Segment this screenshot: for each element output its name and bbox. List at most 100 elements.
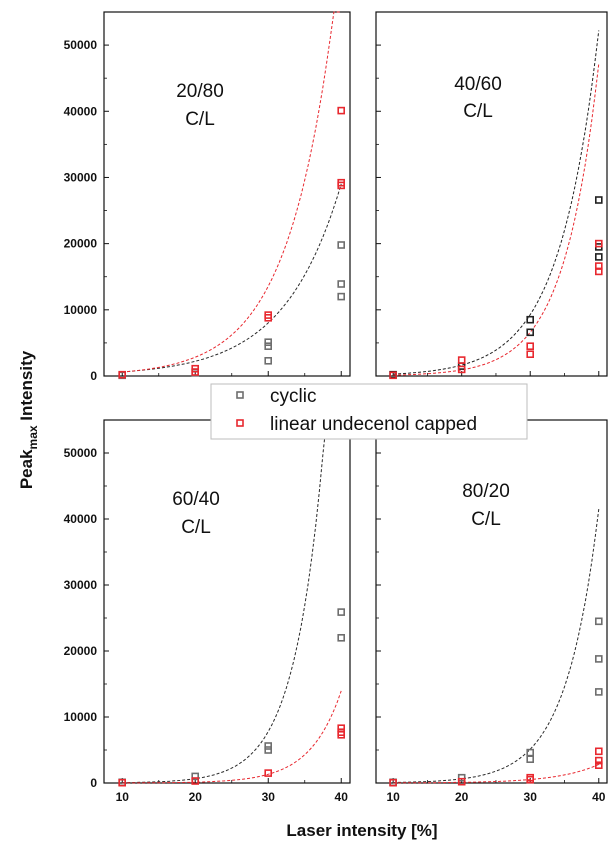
data-point: [337, 292, 346, 301]
panel-frame: [103, 11, 351, 377]
y-axis-title-subscript: max: [26, 425, 40, 449]
x-axis-title: Laser intensity [%]: [286, 821, 437, 840]
panel-label-ratio: 80/20: [462, 481, 510, 502]
data-point: [118, 370, 126, 379]
y-tick-label: 20000: [64, 644, 98, 658]
data-point: [594, 756, 603, 765]
panel-2: 40/60 C/L: [375, 11, 608, 380]
y-tick-label: 10000: [64, 710, 98, 724]
data-point: [457, 365, 466, 374]
panel-label-ratio: 60/40: [172, 489, 220, 510]
data-point: [594, 239, 603, 248]
panel-label-cl: C/L: [185, 109, 215, 130]
fit-curve: [393, 30, 600, 375]
data-point: [457, 777, 466, 786]
data-point: [526, 315, 535, 324]
fit-curve: [122, 419, 342, 784]
data-point: [594, 747, 603, 756]
legend-marker-linear: [236, 419, 244, 427]
y-axis-title-tail: Intensity: [17, 350, 36, 425]
data-point: [191, 777, 199, 785]
x-tick-label: 40: [592, 790, 606, 804]
y-tick-label: 10000: [64, 303, 98, 317]
x-tick-label: 20: [189, 790, 203, 804]
y-axis-title: Peakmax Intensity: [17, 350, 40, 489]
data-point: [594, 253, 603, 261]
data-point: [337, 106, 346, 115]
y-tick-label: 40000: [64, 104, 98, 118]
data-point: [264, 356, 273, 365]
data-point: [337, 728, 346, 737]
data-point: [389, 371, 397, 380]
panel-frame: [375, 419, 608, 784]
y-tick-label: 20000: [64, 237, 98, 251]
data-point: [594, 196, 603, 204]
x-tick-label: 10: [116, 790, 130, 804]
panel-frame: [375, 11, 608, 377]
legend: cyclic linear undecenol capped: [210, 383, 528, 440]
data-point: [594, 655, 603, 663]
fit-curve: [122, 11, 342, 373]
data-point: [337, 178, 346, 187]
fit-curve: [393, 763, 599, 784]
fit-curve: [122, 183, 342, 373]
fit-curve: [393, 63, 600, 376]
data-point: [526, 350, 535, 359]
data-point: [337, 608, 346, 616]
x-tick-label: 30: [262, 790, 276, 804]
data-point: [526, 755, 535, 764]
panel-label-ratio: 20/80: [176, 81, 224, 102]
legend-label-cyclic: cyclic: [270, 386, 316, 407]
data-point: [457, 356, 466, 364]
x-tick-label: 40: [335, 790, 349, 804]
y-tick-label: 50000: [64, 38, 98, 52]
data-point: [526, 342, 535, 351]
y-tick-label: 30000: [64, 170, 98, 184]
data-point: [191, 364, 199, 373]
data-point: [594, 761, 603, 770]
fit-curve: [122, 690, 342, 784]
data-point: [594, 262, 603, 270]
data-point: [337, 633, 346, 642]
panel-4: 10 20 30 40 80/20 C/L: [375, 419, 608, 804]
data-point: [264, 338, 273, 347]
legend-marker-cyclic: [236, 391, 244, 399]
x-tick-label: 10: [386, 790, 400, 804]
data-point: [191, 772, 199, 781]
data-point: [337, 724, 346, 733]
panel-label-ratio: 40/60: [454, 74, 502, 95]
panel-frame: [103, 419, 351, 784]
data-point: [526, 328, 535, 337]
data-point: [264, 742, 273, 750]
data-point: [264, 311, 273, 319]
panel-3: 0 10000 20000 30000 40000 50000 10 20 30 40 60/40 C…: [64, 419, 351, 804]
data-point: [337, 241, 346, 249]
data-point: [264, 769, 273, 777]
data-point: [526, 748, 535, 757]
data-point: [337, 280, 346, 288]
x-tick-label: 30: [524, 790, 538, 804]
y-tick-label: 50000: [64, 446, 98, 460]
panel-label-cl: C/L: [471, 509, 501, 530]
y-tick-label: 40000: [64, 512, 98, 526]
x-tick-label: 20: [455, 790, 469, 804]
data-point: [594, 617, 603, 626]
data-point: [526, 773, 535, 782]
data-point: [264, 342, 273, 351]
y-tick-label: 0: [90, 776, 97, 790]
data-point: [457, 773, 466, 782]
data-point: [594, 688, 603, 696]
fit-curve: [393, 508, 600, 783]
panel-label-cl: C/L: [463, 101, 493, 122]
panel-label-cl: C/L: [181, 517, 211, 538]
panels: 0 10000 20000 30000 40000 50000 20/80 C/L 40/60 C…: [64, 11, 608, 804]
y-tick-label: 30000: [64, 578, 98, 592]
legend-label-linear: linear undecenol capped: [270, 414, 477, 435]
data-point: [264, 746, 273, 754]
y-tick-label: 0: [90, 369, 97, 383]
data-point: [389, 778, 397, 787]
legend-box: [210, 383, 528, 440]
y-axis-title-main: Peak: [17, 449, 36, 489]
data-point: [118, 778, 126, 787]
